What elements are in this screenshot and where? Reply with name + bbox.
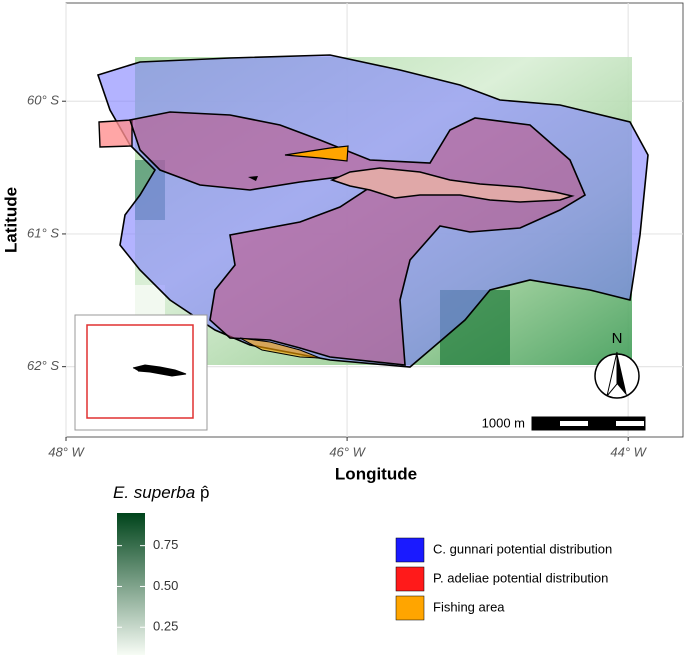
colorbar-symbol: p̂ [200,483,209,502]
x-tick-label: 44° W [610,444,647,459]
y-axis-title: Latitude [1,187,20,253]
legend-label: P. adeliae potential distribution [433,570,608,585]
y-tick-label: 62° S [27,358,59,373]
legend-label: C. gunnari potential distribution [433,541,612,556]
scale-label: 1000 m [482,415,525,430]
colorbar-tick-label: 0.25 [153,619,178,634]
legend-label: Fishing area [433,599,505,614]
colorbar-tick-label: 0.75 [153,537,178,552]
colorbar-tick-label: 0.50 [153,578,178,593]
north-label: N [612,330,623,347]
north-needle [606,351,618,397]
scale-seg [560,421,588,426]
island [248,176,258,181]
inset-map [74,314,208,431]
colorbar-species: E. superba [113,483,195,502]
legend: C. gunnari potential distribution P. adel… [395,537,612,621]
north-needle [617,352,627,396]
inset-islands [132,364,187,377]
colorbar [117,513,145,655]
scale-seg [616,421,644,426]
y-tick-label: 61° S [27,225,59,240]
legend-swatch [395,537,425,563]
p-adeliae-area [98,119,133,148]
north-arrow: N [594,330,640,399]
scale-bar: 1000 m [482,415,646,431]
islands [329,167,575,203]
x-axis-title: Longitude [335,464,417,483]
colorbar-title: E. superba p̂ [113,483,209,502]
legend-swatch [395,595,425,621]
y-tick-label: 60° S [27,93,59,108]
fishing-area [284,145,349,162]
x-tick-label: 48° W [48,444,85,459]
scale-box [531,416,646,431]
fishing-area [239,337,321,359]
inset-extent [86,324,194,419]
legend-swatch [395,566,425,592]
x-tick-label: 46° W [329,444,366,459]
inset-panel [74,314,208,431]
